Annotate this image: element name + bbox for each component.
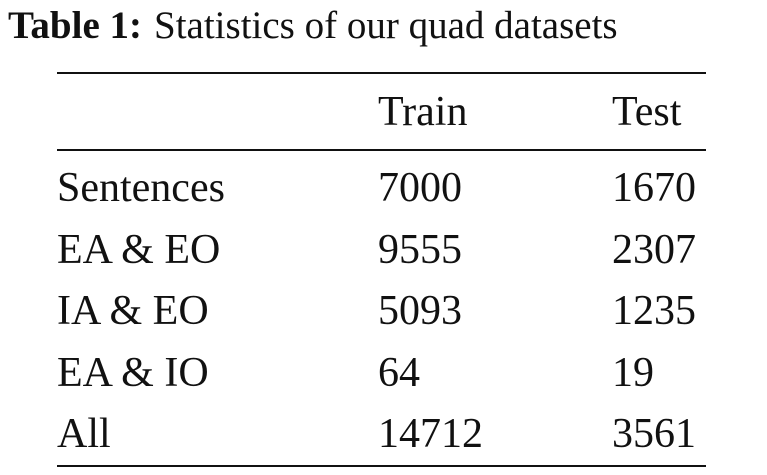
header-cell: Train bbox=[378, 89, 468, 135]
top-rule bbox=[57, 72, 706, 74]
data-cell: 19 bbox=[612, 349, 654, 396]
row-label: EA & IO bbox=[57, 349, 209, 396]
data-cell: 1670 bbox=[612, 165, 696, 211]
caption-label: Table 1: bbox=[8, 4, 143, 47]
data-cell: 9555 bbox=[378, 226, 462, 273]
row-label: EA & EO bbox=[57, 226, 221, 273]
data-cell: 1235 bbox=[612, 288, 696, 334]
data-cell: 2307 bbox=[612, 226, 696, 273]
data-cell: 5093 bbox=[378, 288, 462, 334]
row-label: Sentences bbox=[57, 165, 225, 211]
row-label: IA & EO bbox=[57, 288, 209, 334]
data-cell: 3561 bbox=[612, 411, 696, 457]
header-cell: Test bbox=[612, 89, 682, 135]
data-cell: 14712 bbox=[378, 411, 483, 457]
caption: Table 1: Statistics of our quad datasets bbox=[8, 4, 618, 48]
caption-text: Statistics of our quad datasets bbox=[154, 4, 618, 47]
data-cell: 64 bbox=[378, 349, 420, 396]
row-label: All bbox=[57, 411, 111, 457]
data-cell: 7000 bbox=[378, 165, 462, 211]
bottom-rule bbox=[57, 465, 706, 467]
mid-rule bbox=[57, 149, 706, 151]
